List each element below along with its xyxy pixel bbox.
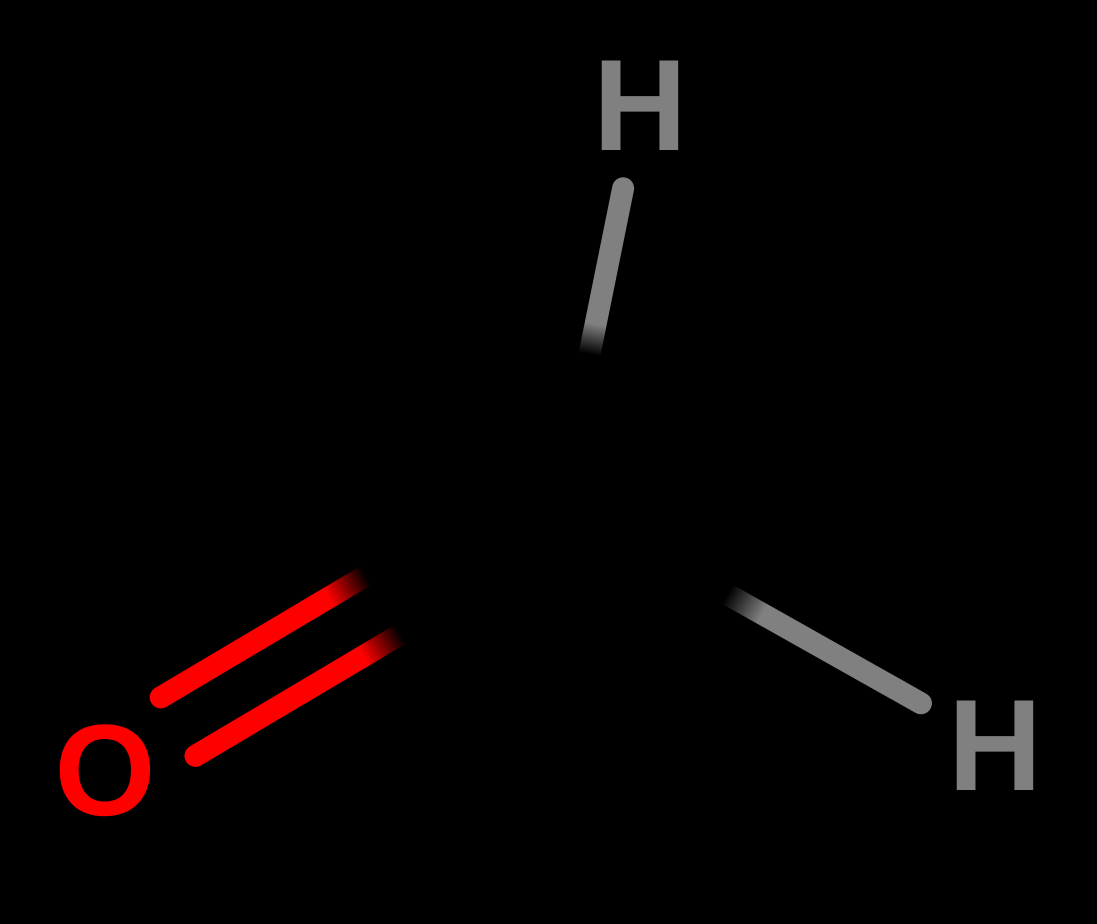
- atom-label-H1: H: [593, 32, 687, 178]
- atom-label-H2: H: [948, 672, 1042, 818]
- molecule-diagram: O H H: [0, 0, 1097, 924]
- bond-C-H1: [562, 188, 623, 490]
- bond-C-H2: [569, 505, 921, 703]
- atom-label-O: O: [54, 697, 155, 843]
